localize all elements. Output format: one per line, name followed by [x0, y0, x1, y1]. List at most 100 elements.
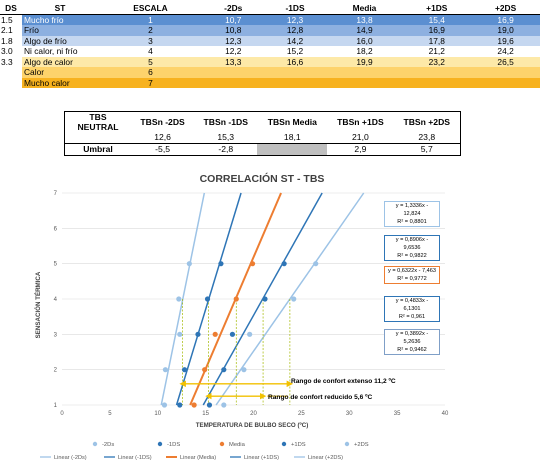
scale-table-cell: 16,6	[263, 56, 327, 67]
scale-table-cell: 3	[98, 35, 203, 46]
equation-text: y = 0,8906x - 9,6536	[395, 237, 429, 251]
scale-table-header: Media	[326, 3, 403, 15]
data-point	[177, 402, 183, 408]
scale-table-cell: 23,2	[402, 56, 472, 67]
data-points	[161, 261, 319, 408]
scale-table-cell	[202, 67, 264, 78]
legend-trend-label: Linear (+1DS)	[244, 455, 279, 461]
neutral-table-header: TBSn -1DS	[203, 116, 248, 127]
scale-table-cell: Calor	[22, 67, 98, 78]
scale-table-cell	[402, 67, 472, 78]
scale-table-cell: 14,9	[326, 25, 403, 36]
scale-table-cell: 12,8	[263, 25, 327, 36]
data-point	[212, 331, 218, 337]
umbral-label: Umbral	[64, 143, 131, 156]
y-tick-label: 5	[54, 262, 58, 268]
data-point	[221, 402, 227, 408]
umbral-value-cell: 5,7	[393, 143, 461, 156]
data-point	[191, 402, 197, 408]
scale-table-cell	[471, 67, 540, 78]
correlation-chart: CORRELACIÓN ST - TBS 0 5 10 15 20 25 30 35 40123…	[34, 172, 449, 461]
scale-table-cell: 26,5	[471, 56, 540, 67]
scale-table-cell: 2	[98, 25, 203, 36]
data-point	[241, 367, 247, 373]
data-point	[204, 296, 211, 302]
legend-label: Media	[229, 442, 246, 448]
scale-table-cell: 1.5	[0, 14, 22, 25]
scale-table-cell: Ni calor, ni frío	[22, 46, 98, 57]
legend-trend-label: Linear (Media)	[180, 455, 216, 461]
scale-table-cell: 6	[98, 67, 203, 78]
y-tick-label: 6	[54, 226, 58, 232]
scale-table-cell	[263, 67, 327, 78]
scale-table-cell: 19,0	[471, 25, 540, 36]
x-tick-label: 30	[346, 411, 353, 417]
scale-table-header: -2Ds	[202, 3, 264, 15]
scale-table-cell	[263, 77, 327, 88]
x-tick-label: 0	[60, 411, 64, 417]
data-point	[206, 402, 213, 408]
scale-table-row: 3.0 Ni calor, ni frío 4 12,2 15,2 18,2 21,2 24,…	[0, 46, 540, 57]
scale-table-cell: 16,9	[471, 14, 540, 25]
scale-table-cell: 19,6	[471, 35, 540, 46]
scale-table-row: 2.1 Frío 2 10,8 12,8 14,9 16,9 19,0	[0, 25, 540, 36]
scale-table: DS ST ESCALA -2Ds -1DS Media +1DS +2DS 1.5 Mucho…	[0, 3, 540, 88]
y-tick-label: 3	[54, 332, 58, 338]
scale-table-cell	[402, 77, 472, 88]
comfort-range-arrows	[179, 380, 294, 400]
legend-label: -2Ds	[102, 442, 114, 448]
r-squared-text: R² = 0,8801	[397, 219, 427, 225]
umbral-value-cell: 2,9	[327, 143, 394, 156]
scale-table-cell: 12,2	[202, 46, 264, 57]
scale-table-cell: 15,4	[402, 14, 472, 25]
chart-legend: -2Ds -1DS Media +1DS +2DS Linear (-2Ds) Linear…	[40, 441, 369, 461]
scale-table-cell: 24,2	[471, 46, 540, 57]
data-point	[176, 296, 182, 302]
scale-table-cell: 16,0	[326, 35, 403, 46]
scale-table-header: ST	[22, 3, 98, 15]
legend-trend-label: Linear (-2Ds)	[54, 455, 87, 461]
axes: 0 5 10 15 20 25 30 35 40 1 2 3 4 5 6 7	[54, 191, 449, 417]
equation-text: y = 1,3336x - 12,824	[395, 203, 429, 217]
data-point	[177, 331, 183, 337]
guide-lines	[182, 299, 291, 405]
scale-table-cell: 1.8	[0, 35, 22, 46]
scale-table-cell: 13,8	[326, 14, 403, 25]
scale-table-cell: 19,9	[326, 56, 403, 67]
r-squared-text: R² = 0,9462	[397, 347, 427, 353]
data-point	[249, 261, 256, 267]
scale-table-cell	[0, 77, 22, 88]
neutral-table-header: TBSn +1DS	[337, 116, 384, 127]
scale-table-cell: Frío	[22, 25, 98, 36]
scale-table-row: 1.5 Mucho frío 1 10,7 12,3 13,8 15,4 16,9	[0, 14, 540, 25]
scale-table-cell: Algo de calor	[22, 56, 98, 67]
neutral-temperature-table: TBS NEUTRAL TBSn -2DS TBSn -1DS TBSn Media TB…	[64, 111, 461, 156]
scale-table-cell: Mucho frío	[22, 14, 98, 25]
neutral-value-cell: 12,6	[154, 132, 171, 142]
neutral-value-cell: 23,8	[418, 132, 436, 142]
equation-box: y = 0,6322x - 7,463 R² = 0,9772	[384, 266, 440, 284]
scale-table-row: Mucho calor 7	[0, 77, 540, 88]
neutral-value-cell: 15,3	[217, 132, 235, 142]
data-point	[161, 402, 168, 408]
scale-table-cell: Mucho calor	[22, 77, 98, 88]
equation-box: y = 0,8906x - 9,6536 R² = 0,9822	[384, 235, 440, 261]
legend-label: -1DS	[167, 442, 180, 448]
y-tick-label: 2	[54, 368, 58, 374]
neutral-value-cell: 21,0	[352, 132, 369, 142]
scale-table-header: ESCALA	[98, 3, 203, 15]
data-point	[247, 331, 253, 337]
legend-marker	[92, 441, 98, 447]
r-squared-text: R² = 0,9772	[397, 276, 427, 282]
equation-box: y = 0,4833x - 6,1301 R² = 0,961	[384, 296, 440, 322]
data-point	[291, 296, 297, 302]
scale-table-cell	[326, 67, 403, 78]
y-tick-label: 1	[54, 403, 58, 409]
scale-table-cell: 16,9	[402, 25, 472, 36]
scale-table-cell: 3.3	[0, 56, 22, 67]
scale-table-cell: 14,2	[263, 35, 327, 46]
legend-label: +2DS	[354, 442, 369, 448]
y-tick-label: 4	[54, 297, 58, 303]
scale-table-row: 1.8 Algo de frío 3 12,3 14,2 16,0 17,8 19,6	[0, 35, 540, 46]
scale-table-cell: 7	[98, 77, 203, 88]
